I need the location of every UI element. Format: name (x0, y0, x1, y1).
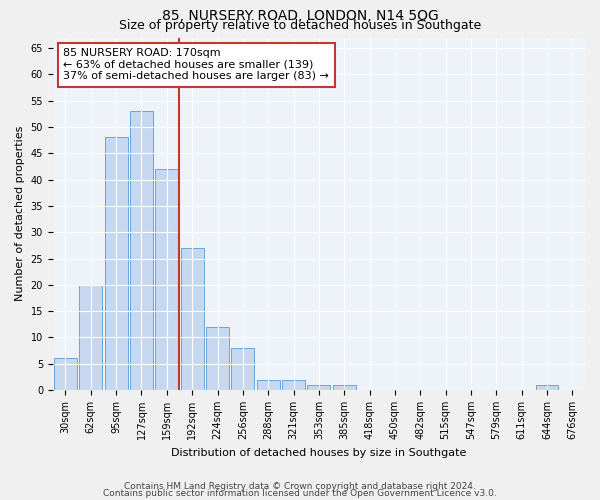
Text: Contains HM Land Registry data © Crown copyright and database right 2024.: Contains HM Land Registry data © Crown c… (124, 482, 476, 491)
Bar (232, 348, 254, 390)
Bar (181, 248, 203, 390)
Text: Size of property relative to detached houses in Southgate: Size of property relative to detached ho… (119, 19, 481, 32)
X-axis label: Distribution of detached houses by size in Southgate: Distribution of detached houses by size … (171, 448, 467, 458)
Text: 85 NURSERY ROAD: 170sqm
← 63% of detached houses are smaller (139)
37% of semi-d: 85 NURSERY ROAD: 170sqm ← 63% of detache… (64, 48, 329, 82)
Y-axis label: Number of detached properties: Number of detached properties (15, 126, 25, 302)
Bar (536, 385, 559, 390)
Bar (130, 111, 153, 390)
Text: Contains public sector information licensed under the Open Government Licence v3: Contains public sector information licen… (103, 488, 497, 498)
Bar (206, 327, 229, 390)
Bar (333, 385, 356, 390)
Text: 85, NURSERY ROAD, LONDON, N14 5QG: 85, NURSERY ROAD, LONDON, N14 5QG (161, 9, 439, 23)
Bar (54, 358, 77, 390)
Bar (155, 169, 178, 390)
Bar (105, 138, 128, 390)
Bar (282, 380, 305, 390)
Bar (79, 285, 102, 390)
Bar (257, 380, 280, 390)
Bar (307, 385, 330, 390)
